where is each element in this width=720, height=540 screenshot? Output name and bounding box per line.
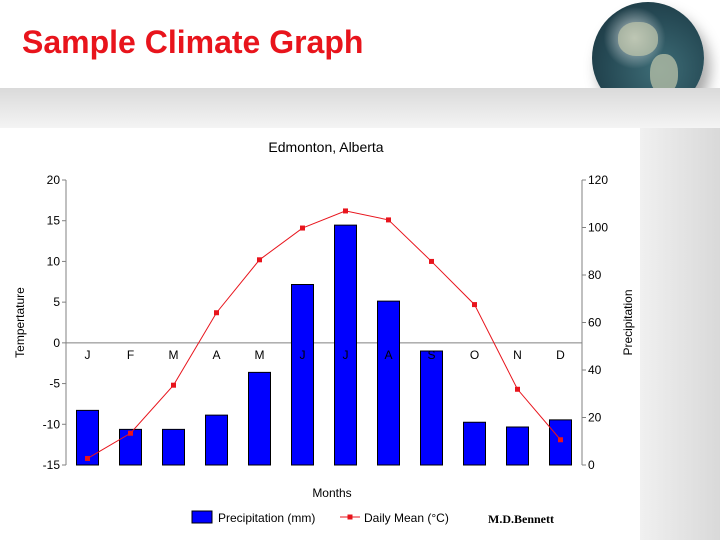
globe-landmass <box>650 54 678 94</box>
precipitation-bar <box>506 426 529 466</box>
precipitation-bar <box>76 409 99 466</box>
temperature-point <box>386 217 391 223</box>
month-label: S <box>427 348 435 362</box>
y-axis-title: Tempertature <box>13 287 27 358</box>
chart-title: Edmonton, Alberta <box>268 139 383 155</box>
temperature-point <box>515 386 520 392</box>
y-tick-label: 20 <box>47 173 61 187</box>
month-label: D <box>556 348 565 362</box>
y2-tick-label: 100 <box>588 221 608 235</box>
precipitation-bar <box>119 428 142 466</box>
side-band <box>640 128 720 540</box>
precipitation-bar <box>291 284 314 466</box>
y-tick-label: 5 <box>53 295 60 309</box>
y-tick-label: 0 <box>53 336 60 350</box>
legend-marker-temperature <box>347 514 353 520</box>
y-tick-label: -10 <box>43 417 61 431</box>
precipitation-bar <box>549 419 572 466</box>
header-band <box>0 88 720 128</box>
month-label: A <box>384 348 392 362</box>
y2-axis-title: Precipitation <box>621 289 635 355</box>
y2-tick-label: 80 <box>588 268 602 282</box>
precipitation-bar <box>420 350 443 466</box>
author-credit: M.D.Bennett <box>488 512 554 526</box>
temperature-point <box>171 382 176 388</box>
temperature-point <box>85 455 90 461</box>
precipitation-bar <box>334 224 357 466</box>
month-label: O <box>470 348 479 362</box>
precipitation-bar <box>162 428 185 466</box>
month-label: M <box>169 348 179 362</box>
temperature-point <box>214 310 219 316</box>
y2-tick-label: 40 <box>588 363 602 377</box>
temperature-point <box>429 258 434 264</box>
precipitation-bar <box>377 300 400 466</box>
precipitation-bar <box>248 371 271 466</box>
globe-landmass <box>618 22 658 56</box>
chart-panel <box>0 128 640 540</box>
temperature-point <box>472 302 477 308</box>
y2-tick-label: 20 <box>588 411 602 425</box>
temperature-point <box>343 208 348 214</box>
legend-swatch-precipitation <box>191 510 213 524</box>
month-label: J <box>343 348 349 362</box>
month-label: F <box>127 348 134 362</box>
precipitation-bar <box>463 421 486 466</box>
month-label: A <box>212 348 220 362</box>
y2-tick-label: 120 <box>588 173 608 187</box>
temperature-point <box>300 225 305 231</box>
y2-tick-label: 60 <box>588 316 602 330</box>
temperature-point <box>257 257 262 263</box>
slide-title: Sample Climate Graph <box>22 24 364 60</box>
temperature-line <box>87 210 561 459</box>
temperature-point <box>128 430 133 436</box>
month-label: N <box>513 348 522 362</box>
month-label: J <box>85 348 91 362</box>
month-label: M <box>255 348 265 362</box>
y-tick-label: -15 <box>43 458 61 472</box>
month-label: J <box>300 348 306 362</box>
precipitation-bar <box>205 414 228 466</box>
temperature-point <box>558 437 563 443</box>
legend-label-precipitation: Precipitation (mm) <box>218 511 315 525</box>
y-tick-label: 15 <box>47 214 61 228</box>
y-tick-label: -5 <box>49 377 60 391</box>
legend-label-temperature: Daily Mean (°C) <box>364 511 449 525</box>
y-tick-label: 10 <box>47 254 61 268</box>
y2-tick-label: 0 <box>588 458 595 472</box>
x-axis-title: Months <box>312 486 351 500</box>
